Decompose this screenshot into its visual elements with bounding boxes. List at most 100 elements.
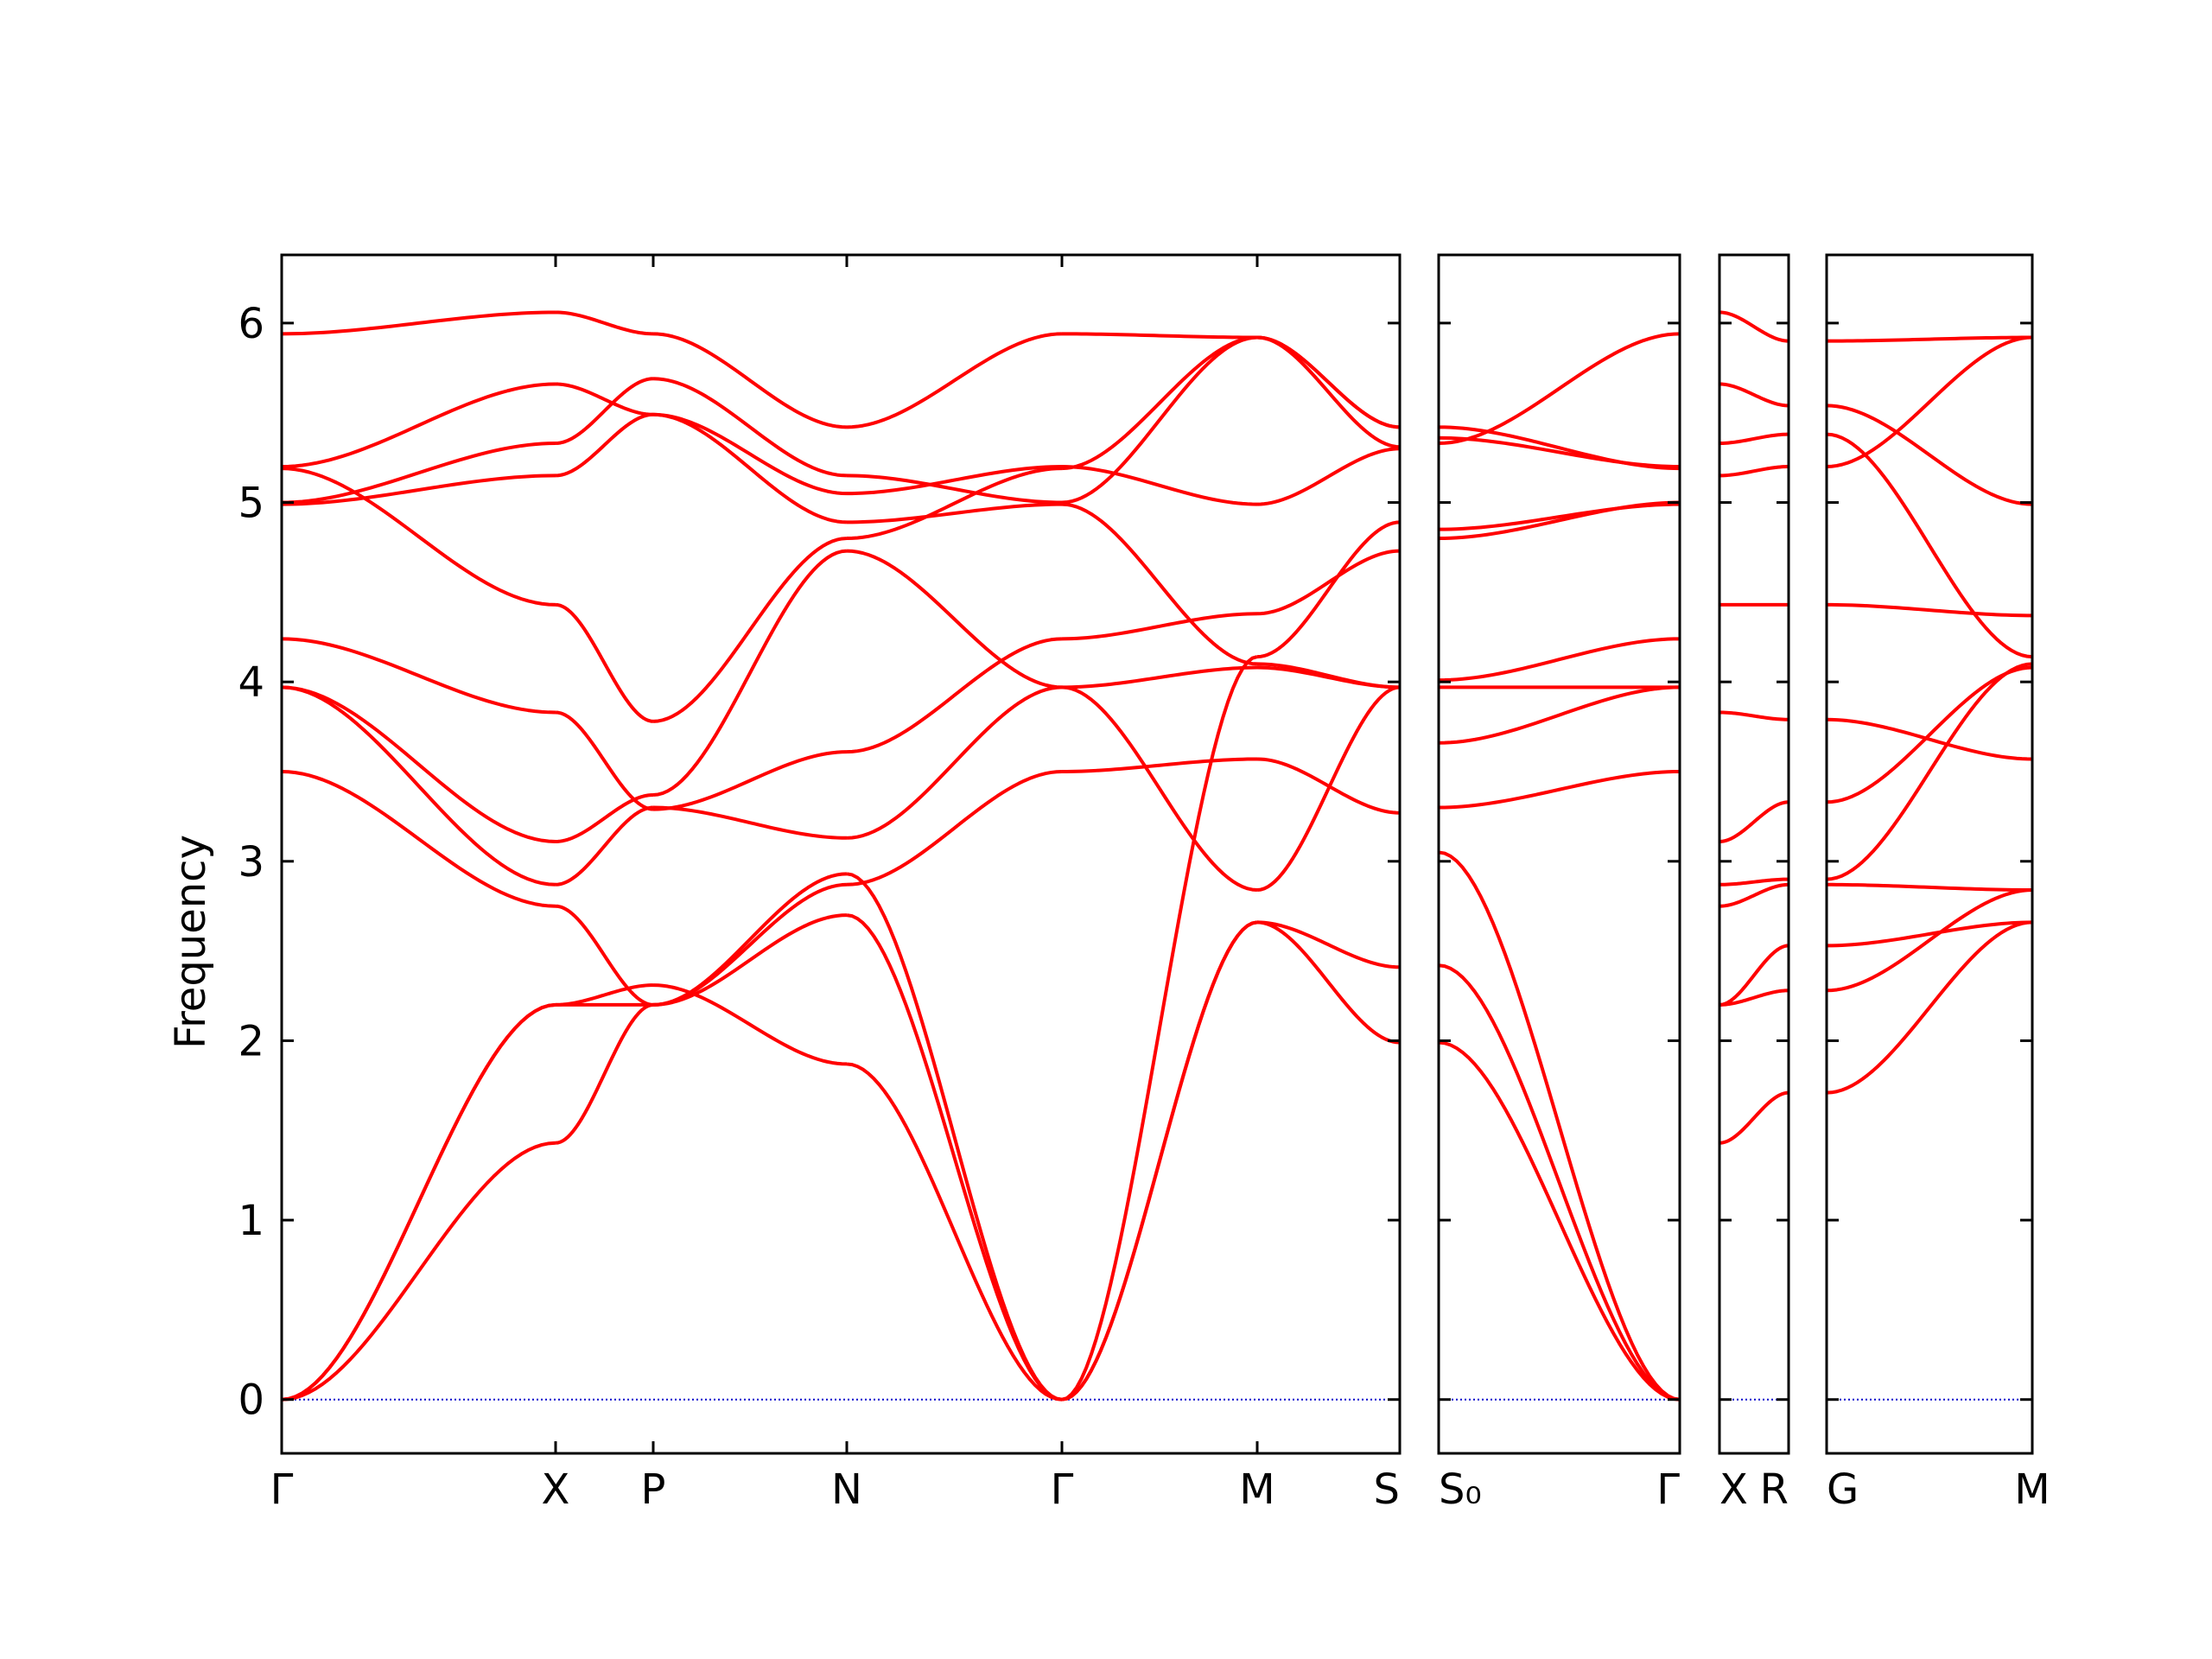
- panel-frames: [280, 253, 2034, 1455]
- band-line: [1826, 602, 2033, 618]
- y-tick-label: 2: [238, 1017, 264, 1065]
- x-tick-label: Γ: [1656, 1465, 1680, 1514]
- band-line: [1827, 335, 2033, 343]
- band-line: [1719, 1090, 1789, 1145]
- band-line: [846, 637, 1063, 754]
- band-line: [1256, 549, 1401, 616]
- band-line: [652, 549, 848, 797]
- band-line: [1826, 920, 2033, 948]
- band-line: [846, 549, 1063, 690]
- band-line: [1438, 769, 1681, 810]
- x-tick-label: S: [1374, 1465, 1400, 1514]
- band-line: [846, 467, 1063, 541]
- band-line: [281, 474, 556, 506]
- band-line: [652, 983, 848, 1066]
- axis-ticks: [280, 255, 2034, 1453]
- band-line: [1061, 757, 1258, 773]
- band-line: [1826, 335, 2033, 469]
- band-line: [281, 685, 556, 843]
- band-line: [1438, 963, 1681, 1402]
- band-line: [1438, 685, 1681, 745]
- band-line: [1826, 717, 2033, 761]
- band-line: [555, 1002, 654, 1145]
- band-line: [652, 537, 848, 723]
- band-line: [846, 502, 1063, 524]
- x-tick-label: R: [1760, 1465, 1789, 1514]
- x-tick-label: Γ: [1051, 1465, 1074, 1514]
- band-line: [1061, 685, 1258, 893]
- band-line: [652, 377, 848, 478]
- band-line: [281, 685, 556, 887]
- band-line: [281, 442, 556, 505]
- band-line: [281, 1002, 556, 1402]
- band-line: [846, 465, 1063, 496]
- x-tick-label: S₀: [1439, 1465, 1482, 1514]
- band-line: [1438, 435, 1681, 469]
- band-line: [555, 904, 654, 1007]
- band-line: [1719, 710, 1789, 721]
- band-line: [1826, 404, 2033, 506]
- band-line: [1256, 920, 1401, 1045]
- band-line: [281, 467, 556, 607]
- band-line: [652, 750, 848, 811]
- band-line: [652, 882, 848, 1007]
- band-line: [281, 382, 556, 469]
- band-line: [1061, 920, 1258, 1402]
- band-line: [555, 382, 654, 416]
- band-line: [1438, 1040, 1681, 1402]
- x-tick-label: M: [2014, 1465, 2050, 1514]
- x-tick-label: M: [1239, 1465, 1274, 1514]
- band-line: [1256, 335, 1401, 449]
- band-line: [555, 805, 654, 887]
- band-line: [846, 332, 1063, 429]
- y-tick-label: 4: [238, 658, 264, 707]
- band-line: [1719, 432, 1789, 446]
- band-line: [555, 310, 654, 336]
- band-line: [1438, 502, 1681, 531]
- band-line: [1061, 665, 1258, 690]
- panel-frame: [1825, 253, 2034, 1455]
- y-tick-label: 3: [238, 838, 264, 887]
- x-tick-label: Γ: [270, 1465, 294, 1514]
- y-tick-label: 1: [238, 1197, 264, 1245]
- band-line: [652, 913, 848, 1007]
- band-line: [846, 685, 1063, 840]
- band-line: [1256, 447, 1401, 506]
- y-tick-label: 5: [238, 480, 264, 528]
- band-line: [1061, 502, 1258, 666]
- band-line: [1061, 655, 1258, 1402]
- band-lines: [281, 310, 2033, 1402]
- band-line: [1826, 662, 2033, 881]
- band-line: [1719, 382, 1789, 408]
- band-line: [1438, 500, 1681, 541]
- band-line: [281, 769, 556, 908]
- band-line: [1719, 465, 1789, 478]
- panel-frame: [1718, 253, 1790, 1455]
- band-line: [555, 710, 654, 811]
- band-line: [1061, 332, 1258, 340]
- band-line: [652, 332, 848, 429]
- band-line: [1719, 944, 1789, 1007]
- band-line: [1438, 425, 1681, 471]
- band-line: [846, 474, 1063, 505]
- band-line: [1438, 332, 1681, 446]
- band-line: [555, 792, 654, 843]
- band-line: [1438, 637, 1681, 683]
- band-line: [1256, 920, 1401, 969]
- band-line: [1826, 888, 2033, 993]
- band-line: [1826, 882, 2033, 893]
- band-line: [846, 769, 1063, 887]
- x-tick-label: N: [831, 1465, 862, 1514]
- band-line: [846, 1062, 1063, 1402]
- band-line: [555, 412, 654, 478]
- band-line: [281, 637, 556, 715]
- y-tick-labels: 0 1 2 3 4 5 6: [238, 300, 264, 1425]
- band-line: [1438, 850, 1681, 1402]
- band-line: [846, 872, 1063, 1402]
- band-line: [1256, 335, 1401, 429]
- band-line: [1256, 520, 1401, 659]
- band-line: [1826, 920, 2033, 1095]
- band-line: [1719, 877, 1789, 887]
- band-line: [1256, 662, 1401, 690]
